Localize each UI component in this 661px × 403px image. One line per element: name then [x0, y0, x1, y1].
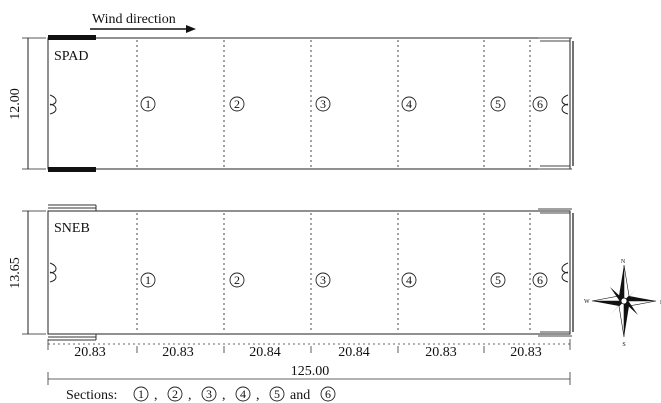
left-fan	[49, 94, 57, 115]
section-number: 3	[320, 273, 326, 287]
end-wall-top	[48, 35, 96, 40]
section-marker: 1	[140, 96, 156, 112]
svg-text:6: 6	[325, 387, 331, 401]
legend-section-marker: 2	[167, 386, 183, 402]
compass-south: S	[622, 342, 625, 348]
greenhouse-outline	[47, 210, 571, 335]
legend-separator: ,	[256, 388, 260, 403]
section-number: 1	[145, 97, 151, 111]
svg-text:1: 1	[138, 387, 144, 401]
section-marker: 5	[490, 272, 506, 288]
section-number: 4	[406, 273, 412, 287]
section-marker: 3	[315, 272, 331, 288]
legend-section-marker: 1	[133, 386, 149, 402]
legend-separator: ,	[222, 388, 226, 403]
wind-direction-label: Wind direction	[92, 12, 176, 27]
section-number: 1	[145, 273, 151, 287]
section-number: 3	[320, 97, 326, 111]
legend-separator: ,	[154, 388, 158, 403]
left-fan	[49, 262, 57, 283]
end-wall-bottom	[48, 167, 96, 172]
segment-length-label: 20.84	[249, 345, 281, 360]
segment-length-label: 20.83	[425, 345, 457, 360]
right-vent-frame	[538, 37, 574, 170]
greenhouse-name: SNEB	[54, 221, 90, 236]
greenhouse-outline	[47, 37, 571, 170]
compass-north: N	[621, 259, 626, 265]
section-number: 6	[537, 273, 543, 287]
segment-length-label: 20.83	[162, 345, 194, 360]
height-dimension: 12.00	[8, 37, 46, 170]
segment-length-label: 20.83	[510, 345, 542, 360]
segment-dimension-line	[47, 339, 571, 350]
legend-separator: and	[290, 388, 310, 403]
section-marker: 6	[532, 272, 548, 288]
right-fan	[561, 262, 569, 283]
legend-section-marker: 4	[235, 386, 251, 402]
greenhouse-sneb: SNEB 13.65 1 2 3 4 5 6	[8, 204, 574, 341]
height-label: 12.00	[8, 88, 23, 120]
legend-separator: ,	[188, 388, 192, 403]
greenhouse-name: SPAD	[54, 49, 89, 64]
total-dimension-line	[47, 372, 571, 385]
section-number: 5	[495, 97, 501, 111]
height-dimension: 13.65	[8, 210, 46, 335]
legend-section-marker: 5	[269, 386, 285, 402]
svg-text:4: 4	[240, 387, 246, 401]
sections-legend: Sections: 1, 2, 3, 4, 5 and 6	[66, 386, 336, 403]
section-marker: 1	[140, 272, 156, 288]
section-number: 4	[406, 97, 412, 111]
section-number: 2	[234, 273, 240, 287]
total-length-label: 125.00	[291, 364, 330, 379]
segment-length-label: 20.83	[74, 345, 106, 360]
legend-prefix: Sections:	[66, 388, 117, 403]
section-marker: 3	[315, 96, 331, 112]
section-marker: 4	[401, 96, 417, 112]
section-marker: 2	[229, 96, 245, 112]
section-marker: 2	[229, 272, 245, 288]
legend-section-marker: 3	[201, 386, 217, 402]
compass-west: W	[584, 299, 590, 305]
section-marker: 6	[532, 96, 548, 112]
right-fan	[561, 94, 569, 115]
right-vent-frame	[538, 208, 574, 337]
svg-text:2: 2	[172, 387, 178, 401]
section-number: 2	[234, 97, 240, 111]
section-marker: 5	[490, 96, 506, 112]
section-marker: 4	[401, 272, 417, 288]
wind-arrow	[90, 25, 196, 33]
height-label: 13.65	[8, 257, 23, 289]
section-number: 5	[495, 273, 501, 287]
left-end-frame	[48, 204, 97, 341]
greenhouse-spad: SPAD 12.00 1 2 3 4 5 6	[8, 35, 574, 172]
svg-text:3: 3	[206, 387, 212, 401]
section-number: 6	[537, 97, 543, 111]
compass-rose-icon: N S E W	[584, 259, 661, 348]
segment-length-label: 20.84	[338, 345, 370, 360]
svg-text:5: 5	[274, 387, 280, 401]
legend-section-marker: 6	[320, 386, 336, 402]
